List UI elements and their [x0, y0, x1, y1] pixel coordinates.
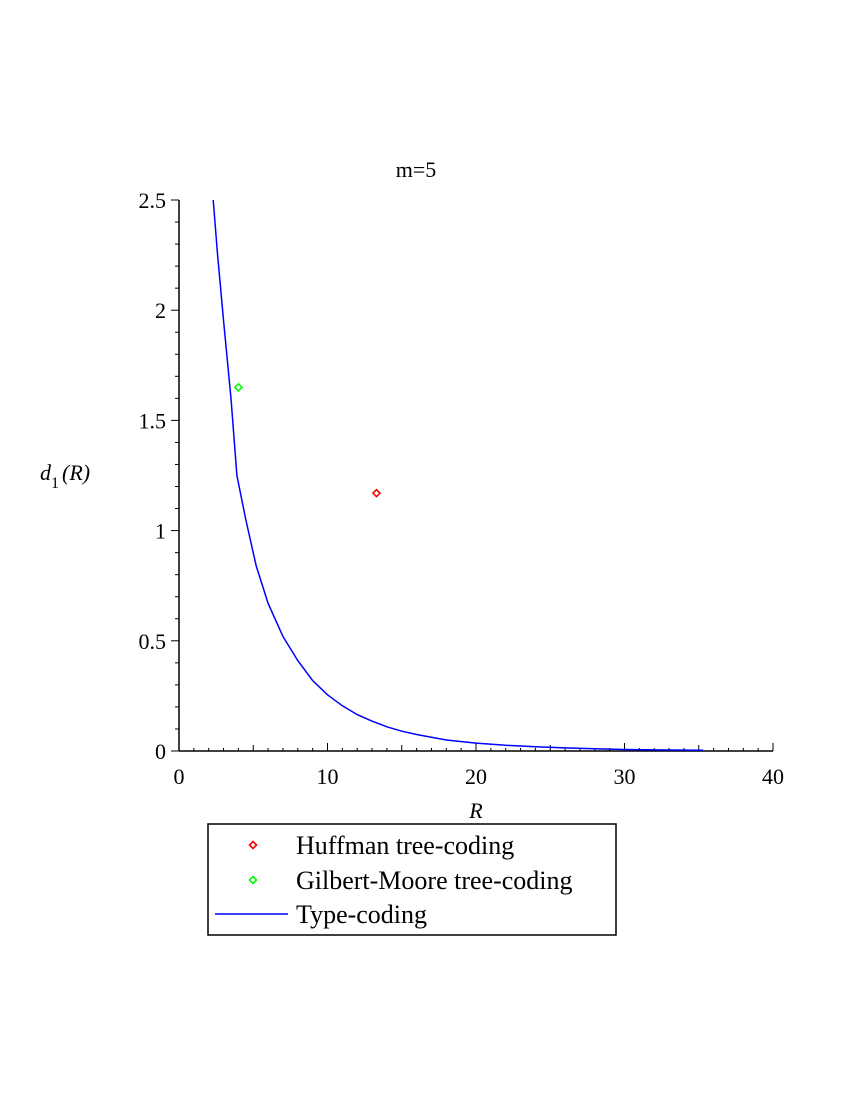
legend: Huffman tree-coding Gilbert-Moore tree-co… [207, 823, 617, 936]
x-tick-label: 30 [614, 764, 636, 789]
y-axis-label-main: d [40, 460, 52, 485]
y-tick-label: 1.5 [139, 408, 167, 433]
x-tick-label: 20 [465, 764, 487, 789]
legend-label: Type-coding [296, 900, 427, 929]
legend-label: Huffman tree-coding [296, 831, 514, 860]
x-axis-label: R [468, 798, 483, 823]
legend-item-huffman: Huffman tree-coding [248, 831, 514, 860]
legend-label: Gilbert-Moore tree-coding [296, 866, 573, 895]
y-axis-label: d1 (R) [40, 460, 90, 492]
y-tick-label: 1 [155, 519, 166, 544]
legend-diamond-swatch [248, 840, 258, 850]
x-tick-label: 10 [317, 764, 339, 789]
legend-item-gilbert-moore: Gilbert-Moore tree-coding [248, 866, 573, 895]
y-tick-label: 2.5 [139, 188, 167, 213]
x-tick-label: 40 [762, 764, 784, 789]
huffman-point [371, 488, 382, 498]
chart-title: m=5 [396, 157, 437, 182]
x-tick-label: 0 [174, 764, 185, 789]
legend-box [207, 823, 617, 936]
y-tick-label: 0.5 [139, 629, 167, 654]
y-axis-label-suffix: (R) [62, 460, 90, 485]
legend-diamond-swatch [248, 875, 258, 885]
type-coding-line [212, 199, 704, 752]
y-tick-label: 2 [155, 298, 166, 323]
y-axis-label-subscript: 1 [51, 475, 59, 492]
y-tick-label: 0 [155, 739, 166, 764]
gilbert-moore-point [233, 382, 244, 392]
legend-item-type-coding: Type-coding [215, 900, 427, 929]
